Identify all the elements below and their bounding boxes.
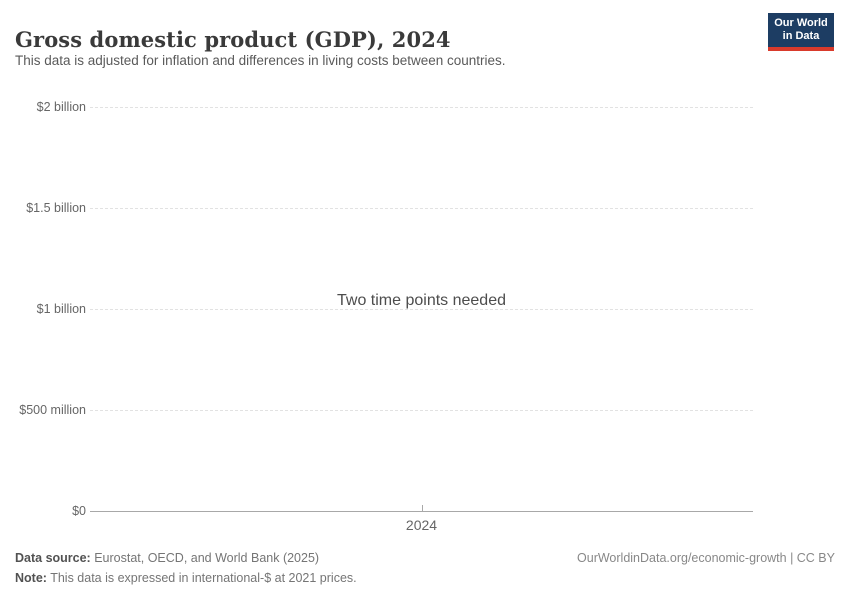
- y-axis-tick-label: $2 billion: [36, 100, 86, 114]
- owid-logo-line1: Our World: [774, 17, 828, 29]
- y-gridline: [90, 107, 753, 108]
- data-source-label: Data source:: [15, 551, 91, 565]
- owid-logo: Our World in Data: [768, 13, 834, 51]
- x-axis-tick: [421, 505, 423, 511]
- y-axis-tick-label: $500 million: [19, 403, 86, 417]
- plot-area: [90, 107, 753, 512]
- data-source-line: Data source: Eurostat, OECD, and World B…: [15, 548, 357, 568]
- page-title: Gross domestic product (GDP), 2024: [15, 27, 451, 53]
- footer-link: OurWorldinData.org/economic-growth | CC …: [577, 551, 835, 565]
- x-axis-line: [90, 511, 753, 512]
- owid-logo-line2: in Data: [782, 30, 820, 42]
- y-gridline: [90, 410, 753, 411]
- note-line: Note: This data is expressed in internat…: [15, 568, 357, 588]
- y-axis-tick-label: $0: [72, 504, 86, 518]
- x-axis-tick-label: 2024: [405, 517, 438, 533]
- note-text: This data is expressed in international-…: [46, 571, 357, 585]
- note-label: Note:: [15, 571, 47, 585]
- y-gridline: [90, 309, 753, 310]
- y-gridline: [90, 208, 753, 209]
- footer-source-note: Data source: Eurostat, OECD, and World B…: [15, 548, 357, 588]
- y-axis-tick-label: $1.5 billion: [26, 201, 86, 215]
- y-axis-tick-label: $1 billion: [36, 302, 86, 316]
- chart-subtitle: This data is adjusted for inflation and …: [15, 53, 506, 68]
- empty-data-message: Two time points needed: [337, 292, 506, 309]
- data-source-text: Eurostat, OECD, and World Bank (2025): [90, 551, 320, 565]
